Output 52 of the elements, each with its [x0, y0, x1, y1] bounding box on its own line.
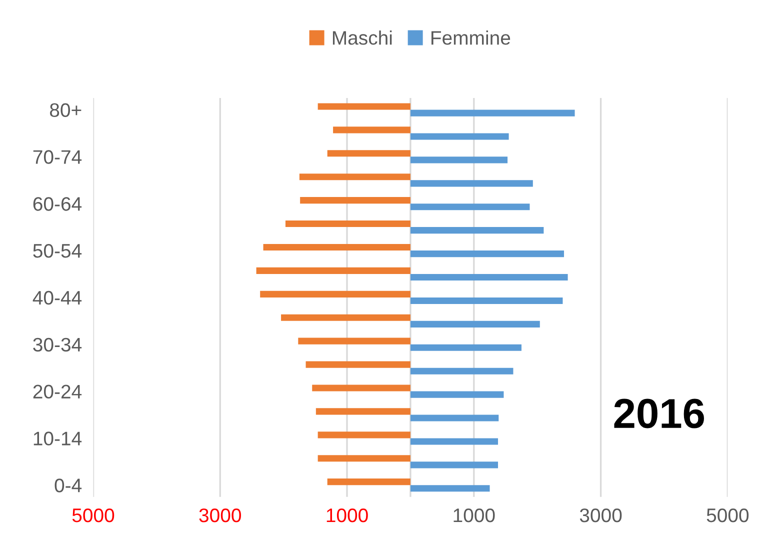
legend-label: Femmine	[432, 30, 510, 45]
x-tick-label: 1000	[454, 508, 495, 522]
bar	[410, 344, 522, 351]
bar	[410, 110, 575, 116]
bar	[410, 297, 563, 304]
bar	[410, 156, 508, 164]
y-tick-label: 10-14	[34, 432, 82, 446]
bar	[410, 180, 533, 187]
y-tick-label: 0-4	[54, 478, 82, 492]
bar	[318, 455, 410, 462]
bar	[300, 197, 410, 204]
y-tick-label: 40-44	[32, 290, 82, 305]
bar	[410, 133, 509, 140]
bar	[410, 414, 499, 422]
x-tick-label: 3000	[580, 508, 622, 522]
bar	[410, 462, 498, 468]
bar	[263, 244, 410, 251]
bar	[260, 290, 410, 298]
y-tick-label: 80+	[50, 103, 82, 117]
bar	[327, 478, 410, 486]
x-tick-label: 1000	[326, 508, 368, 522]
x-tick-label: 3000	[199, 508, 241, 522]
bar	[327, 150, 410, 157]
y-tick-label: 20-24	[33, 384, 82, 399]
bar	[333, 126, 410, 134]
bar	[410, 320, 540, 328]
bar	[306, 361, 410, 368]
bar	[318, 432, 410, 438]
x-tick-label: 5000	[706, 508, 749, 522]
annotation: 2016	[614, 398, 704, 428]
bar	[312, 384, 410, 392]
bar	[316, 408, 410, 415]
bar	[410, 204, 530, 210]
bar	[281, 314, 410, 321]
bar	[410, 438, 498, 445]
bar	[410, 368, 514, 374]
bar	[410, 391, 504, 398]
bar	[410, 274, 568, 281]
bar	[285, 220, 410, 228]
y-tick-label: 50-54	[33, 244, 82, 258]
bar	[410, 250, 564, 258]
bar	[410, 485, 490, 492]
bar	[299, 174, 410, 180]
y-tick-label: 70-74	[33, 150, 82, 164]
x-tick-label: 5000	[72, 508, 114, 522]
bar	[318, 103, 410, 110]
y-tick-label: 60-64	[33, 197, 82, 211]
bar	[256, 267, 410, 274]
bar	[298, 338, 410, 344]
bar	[410, 227, 544, 234]
legend-label: Maschi	[332, 30, 392, 45]
y-tick-label: 30-34	[33, 338, 82, 352]
